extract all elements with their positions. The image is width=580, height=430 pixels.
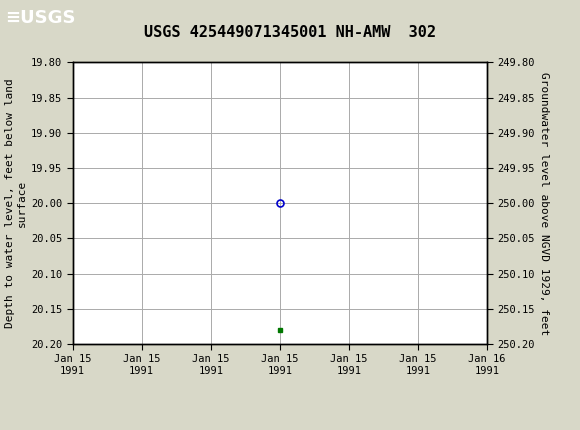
- Y-axis label: Groundwater level above NGVD 1929, feet: Groundwater level above NGVD 1929, feet: [539, 71, 549, 335]
- Text: USGS 425449071345001 NH-AMW  302: USGS 425449071345001 NH-AMW 302: [144, 25, 436, 40]
- Text: ≡USGS: ≡USGS: [5, 9, 75, 27]
- Y-axis label: Depth to water level, feet below land
surface: Depth to water level, feet below land su…: [5, 78, 27, 328]
